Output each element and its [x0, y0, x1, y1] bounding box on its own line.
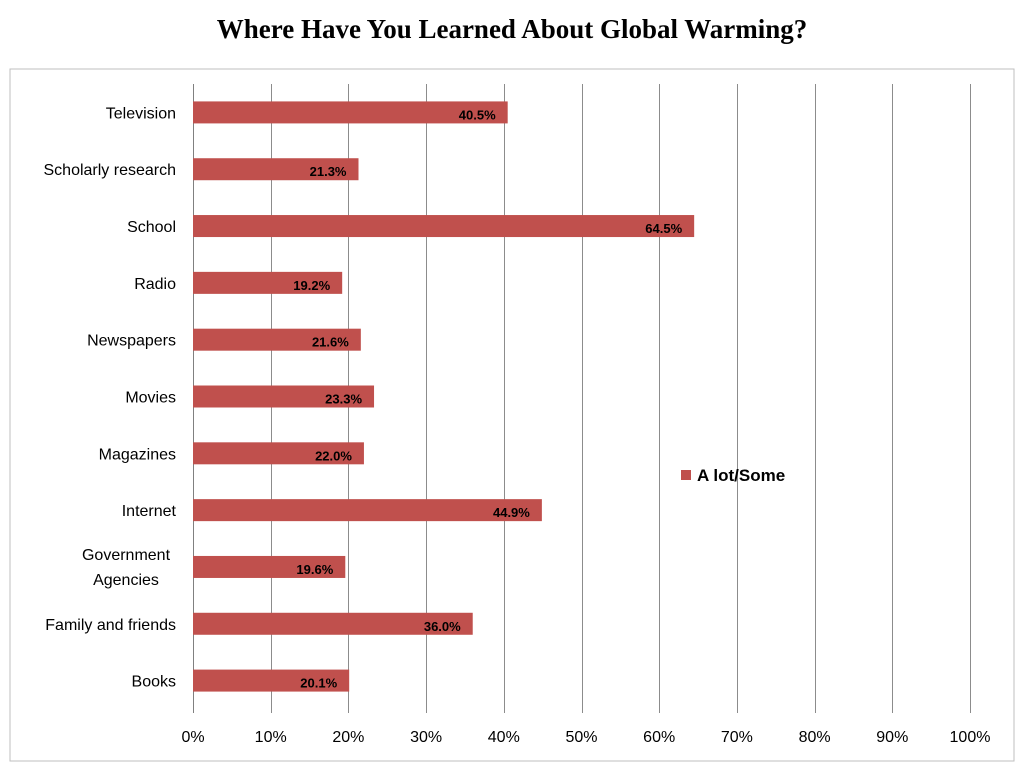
data-label: 21.6% — [312, 335, 349, 350]
data-label: 44.9% — [493, 505, 530, 520]
data-label: 23.3% — [325, 392, 362, 407]
data-label: 21.3% — [310, 164, 347, 179]
tick-label: 90% — [876, 729, 908, 746]
tick-label: 60% — [643, 729, 675, 746]
bar — [193, 555, 346, 578]
tick-label: 70% — [721, 729, 753, 746]
legend: A lot/Some — [681, 466, 785, 485]
category-label: Magazines — [99, 446, 176, 463]
tick-label: 80% — [799, 729, 831, 746]
chart-title: Where Have You Learned About Global Warm… — [216, 14, 808, 44]
tick-label: 20% — [332, 729, 364, 746]
data-label: 20.1% — [300, 676, 337, 691]
data-label: 64.5% — [645, 221, 682, 236]
tick-labels: 0% 10% 20% 30% 40% 50% 60% 70% 80% 90% 100% — [181, 729, 990, 746]
tick-label: 100% — [950, 729, 991, 746]
category-label: Family and friends — [45, 617, 176, 634]
category-label: Government Agencies — [82, 547, 171, 589]
legend-label: A lot/Some — [697, 466, 785, 485]
tick-label: 30% — [410, 729, 442, 746]
gridlines — [193, 84, 971, 713]
tick-label: 10% — [255, 729, 287, 746]
bar — [193, 328, 361, 351]
bar — [193, 215, 695, 238]
bar — [193, 271, 343, 294]
category-label: Scholarly research — [44, 162, 177, 179]
category-label: School — [127, 219, 176, 236]
tick-label: 40% — [488, 729, 520, 746]
category-label: Radio — [134, 276, 176, 293]
category-label: Television — [106, 105, 176, 122]
data-label: 36.0% — [424, 619, 461, 634]
category-label: Internet — [122, 503, 177, 520]
category-labels: Television Scholarly research School Radio N… — [44, 105, 177, 690]
bar — [193, 158, 359, 181]
bar — [193, 442, 364, 465]
category-label: Books — [132, 674, 176, 691]
bar — [193, 612, 473, 635]
tick-label: 50% — [565, 729, 597, 746]
bar — [193, 669, 350, 692]
plot-frame — [9, 68, 1015, 762]
category-label: Newspapers — [87, 333, 176, 350]
data-label: 19.2% — [293, 278, 330, 293]
bars: 40.5% 21.3% 64.5% 19.2% 21.6% 23.3% 22.0% 44.9%… — [193, 101, 695, 692]
legend-swatch — [681, 470, 691, 480]
bar — [193, 499, 542, 522]
bar — [193, 101, 508, 124]
data-label: 19.6% — [296, 562, 333, 577]
tick-label: 0% — [181, 729, 204, 746]
category-label: Movies — [125, 390, 176, 407]
bar — [193, 385, 375, 408]
data-label: 22.0% — [315, 448, 352, 463]
data-label: 40.5% — [459, 107, 496, 122]
